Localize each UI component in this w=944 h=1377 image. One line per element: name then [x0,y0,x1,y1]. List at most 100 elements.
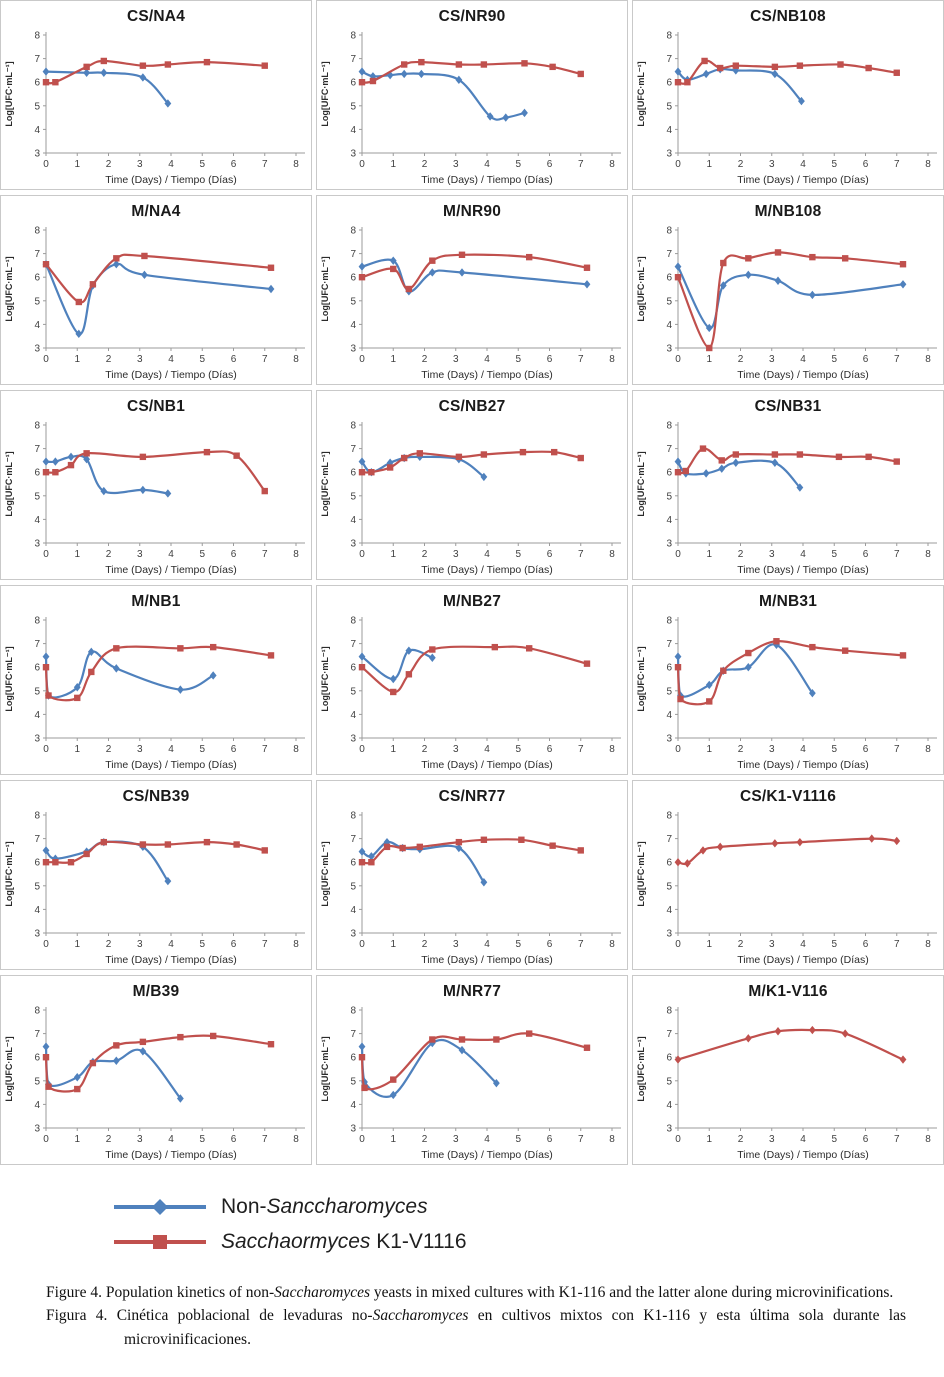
marker-square [837,61,844,68]
marker-square [83,63,90,71]
marker-diamond [705,323,713,333]
chart-plot: 3 4 5 6 7 8 0 1 2 3 4 5 6 7 8 Log[UFC·mL⁻¹] Time (Days) … [320,421,621,576]
x-tick-label: 7 [578,159,584,170]
y-axis-label: Log[UFC·mL⁻¹] [320,61,330,126]
marker-diamond [83,455,91,464]
series-line-non-sanccharomyces [44,262,273,335]
y-tick-label: 6 [666,858,672,869]
chart-plot: 3 4 5 6 7 8 0 1 2 3 4 5 6 7 8 Log[UFC·mL⁻¹] Time (Days) … [4,226,305,381]
y-tick-label: 6 [34,78,40,89]
y-tick-label: 5 [666,881,672,892]
marker-diamond [674,1055,682,1064]
marker-square [177,645,184,652]
x-tick-label: 0 [675,1134,681,1145]
series-line-non-sanccharomyces [676,67,803,103]
marker-square [141,252,148,260]
x-tick-label: 4 [168,1134,174,1145]
marker-square [865,453,872,461]
y-tick-label: 6 [34,858,40,869]
legend-row-non-saccharomyces: Non-Sanccharomyces [112,1189,944,1224]
marker-square [358,79,366,86]
series-line-non-sanccharomyces [44,454,169,495]
y-tick-label: 6 [350,78,356,89]
y-tick-label: 8 [350,421,356,432]
x-tick-label: 4 [168,549,174,560]
legend-label: Sacchaormyces K1-V1116 [221,1230,467,1254]
y-tick-label: 6 [350,468,356,479]
chart-title: CS/NR90 [438,8,506,25]
x-tick-label: 3 [137,939,143,950]
y-tick-label: 5 [350,686,356,697]
y-tick-label: 3 [666,539,672,550]
marker-diamond [796,837,804,847]
y-tick-label: 8 [666,1006,672,1017]
x-tick-label: 0 [359,549,365,560]
chart-plot: 3 4 5 6 7 8 0 1 2 3 4 5 6 7 8 Log[UFC·mL⁻¹] Time (Days) … [4,616,305,771]
x-tick-label: 2 [106,354,112,365]
chart-panel-m-b39: M/B39 3 4 5 6 7 8 0 1 2 3 4 5 6 7 8 Log[UFC·mL⁻¹] Time (D… [0,975,312,1165]
marker-square [796,62,804,69]
chart-title: M/NB27 [442,593,502,610]
marker-square [718,457,725,464]
chart-title: CS/K1-V1116 [739,788,837,805]
chart-plot: 3 4 5 6 7 8 0 1 2 3 4 5 6 7 8 Log[UFC·mL⁻¹] Time (Days) … [636,31,937,186]
legend-diamond-icon [114,1198,206,1215]
marker-square [233,841,240,848]
y-tick-label: 7 [666,444,672,455]
y-tick-label: 3 [350,539,356,550]
marker-diamond [400,69,408,79]
x-tick-label: 2 [422,939,428,950]
x-tick-label: 0 [359,159,365,170]
marker-diamond [389,674,397,684]
chart-panel-m-nb108: M/NB108 3 4 5 6 7 8 0 1 2 3 4 5 6 7 8 Log[UFC·mL⁻¹] Time … [632,195,944,385]
marker-diamond [139,73,147,82]
legend-label: Non-Sanccharomyces [221,1195,428,1219]
marker-square [113,1042,120,1049]
marker-square [525,1030,533,1037]
marker-diamond [358,67,366,76]
marker-square [67,461,75,469]
marker-square [684,79,691,86]
x-axis-label: Time (Days) / Tiempo (Días) [105,954,236,966]
marker-square [139,1038,147,1046]
x-tick-label: 0 [359,1134,365,1145]
marker-square [732,451,740,458]
marker-diamond [674,858,682,867]
marker-square [52,79,59,86]
x-tick-label: 0 [43,549,49,560]
x-tick-label: 7 [578,549,584,560]
chart-plot: 3 4 5 6 7 8 0 1 2 3 4 5 6 7 8 Log[UFC·mL⁻¹] Time (Days) … [4,1006,305,1161]
marker-square [358,274,366,281]
x-tick-label: 2 [738,939,744,950]
x-tick-label: 3 [769,354,775,365]
marker-square [75,298,83,306]
y-tick-label: 4 [34,905,40,916]
marker-diamond [683,859,691,868]
marker-diamond [773,640,780,649]
y-tick-label: 6 [34,1053,40,1064]
marker-diamond [718,464,726,473]
x-tick-label: 5 [199,159,205,170]
marker-square [45,692,52,699]
x-tick-label: 5 [515,1134,521,1145]
marker-diamond [209,671,217,680]
marker-diamond [771,458,779,467]
x-tick-label: 1 [74,939,80,950]
marker-square [400,454,408,462]
chart-panel-m-nb1: M/NB1 3 4 5 6 7 8 0 1 2 3 4 5 6 7 8 Log[UFC·mL⁻¹] Time (D… [0,585,312,775]
marker-square [773,638,780,645]
marker-square [720,259,727,267]
x-tick-label: 0 [43,354,49,365]
marker-diamond [774,276,782,285]
caption-segment: Figura 4. Cinética poblacional de levadu… [46,1307,373,1325]
caption-es: Figura 4. Cinética poblacional de levadu… [46,1304,906,1351]
chart-plot: 3 4 5 6 7 8 0 1 2 3 4 5 6 7 8 Log[UFC·mL⁻¹] Time (Days) … [4,421,305,576]
x-tick-label: 1 [706,939,712,950]
series-line-sacchaormyces-k1-v1116 [44,840,266,864]
x-tick-label: 6 [231,939,237,950]
y-tick-label: 7 [350,1029,356,1040]
marker-diamond [455,75,463,85]
marker-diamond [458,268,466,277]
chart-title: M/NB108 [754,203,822,220]
y-tick-label: 8 [34,1006,40,1017]
